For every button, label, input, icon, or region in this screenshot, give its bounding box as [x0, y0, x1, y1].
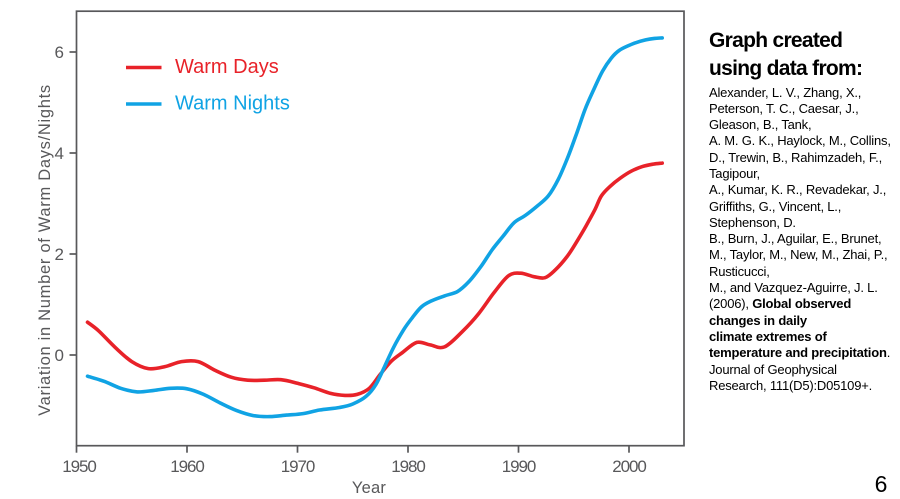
svg-text:1990: 1990: [502, 457, 536, 476]
svg-text:2: 2: [55, 245, 64, 264]
svg-text:4: 4: [55, 144, 64, 163]
svg-text:2000: 2000: [612, 457, 646, 476]
svg-text:1980: 1980: [391, 457, 425, 476]
svg-text:1950: 1950: [62, 457, 96, 476]
svg-text:Warm Days: Warm Days: [175, 56, 279, 78]
svg-text:Warm Nights: Warm Nights: [175, 93, 290, 115]
svg-text:Variation in Number of Warm Da: Variation in Number of Warm Days/Nights: [36, 84, 54, 416]
svg-text:0: 0: [55, 346, 64, 365]
svg-text:6: 6: [55, 43, 64, 62]
svg-text:1970: 1970: [281, 457, 315, 476]
svg-text:1960: 1960: [170, 457, 204, 476]
svg-text:Year: Year: [352, 479, 386, 497]
